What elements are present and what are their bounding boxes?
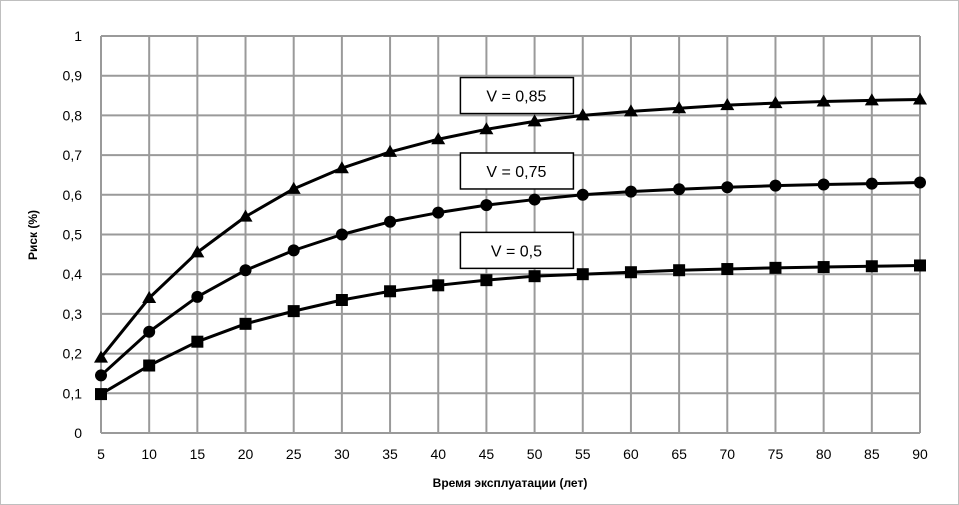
square-marker [624, 266, 637, 279]
x-tick-label: 10 [141, 446, 157, 462]
square-marker [914, 259, 926, 272]
y-tick-labels: 0 0,1 0,2 0,3 0,4 0,5 0,6 0,7 0,8 0,9 1 [63, 28, 83, 441]
triangle-marker [238, 209, 253, 222]
triangle-marker [479, 122, 494, 135]
circle-marker [914, 176, 926, 189]
x-axis-label: Время эксплуатации (лет) [433, 476, 588, 490]
circle-marker [673, 183, 686, 196]
square-marker [721, 263, 734, 276]
y-tick-label: 0,1 [63, 385, 83, 401]
square-marker [191, 335, 204, 348]
series-label: V = 0,5 [491, 243, 542, 260]
series-line [99, 98, 921, 359]
square-marker [576, 268, 589, 281]
circle-marker [576, 188, 589, 201]
triangle-marker [190, 245, 205, 258]
y-tick-label: 0,8 [63, 107, 83, 123]
square-marker [865, 260, 878, 273]
square-marker [239, 317, 252, 330]
triangle-marker [142, 291, 157, 304]
triangle-marker [623, 104, 638, 117]
circle-marker [95, 369, 107, 382]
triangle-marker [94, 350, 108, 363]
x-tick-label: 25 [286, 446, 302, 462]
circle-marker [480, 199, 493, 212]
square-marker [528, 270, 541, 283]
y-tick-label: 0,5 [63, 227, 83, 243]
x-tick-label: 70 [720, 446, 736, 462]
x-tick-label: 20 [238, 446, 254, 462]
y-tick-label: 1 [74, 28, 82, 44]
circle-marker [335, 228, 348, 241]
triangle-marker [431, 132, 446, 145]
circle-marker [865, 177, 878, 190]
circle-marker [769, 179, 782, 192]
triangle-marker [864, 93, 879, 106]
triangle-marker [913, 92, 927, 105]
y-tick-label: 0,6 [63, 187, 83, 203]
series-label: V = 0,75 [486, 164, 546, 181]
triangle-marker [768, 96, 783, 109]
x-tick-label: 80 [816, 446, 832, 462]
square-marker [673, 264, 686, 277]
series-labels: V = 0,85 V = 0,75 V = 0,5 [459, 76, 575, 270]
series-label-box [459, 231, 575, 270]
square-marker [143, 359, 156, 372]
square-marker [432, 279, 445, 292]
y-tick-label: 0,2 [63, 346, 83, 362]
circle-marker [721, 181, 734, 194]
square-marker [769, 261, 782, 274]
circle-marker [528, 193, 541, 206]
x-tick-label: 50 [527, 446, 543, 462]
triangle-marker [383, 144, 398, 157]
y-axis-label: Риск (%) [26, 210, 40, 260]
x-tick-label: 60 [623, 446, 639, 462]
x-tick-label: 65 [671, 446, 687, 462]
square-marker [384, 285, 397, 298]
circle-marker [287, 244, 300, 257]
y-tick-label: 0,7 [63, 147, 83, 163]
square-marker [335, 294, 348, 307]
series-label: V = 0,85 [486, 89, 546, 106]
series-line [99, 180, 921, 377]
x-tick-label: 40 [430, 446, 446, 462]
circle-marker [239, 264, 252, 277]
triangle-marker [527, 114, 542, 127]
x-tick-label: 85 [864, 446, 880, 462]
x-tick-labels: 5 10 15 20 25 30 35 40 45 50 55 60 65 70 75 80 85 90 [97, 446, 928, 462]
y-tick-label: 0 [74, 425, 82, 441]
x-tick-label: 15 [190, 446, 206, 462]
x-tick-label: 55 [575, 446, 591, 462]
circle-marker [624, 185, 637, 198]
triangle-marker [720, 98, 735, 111]
circle-marker [384, 215, 397, 228]
square-marker [480, 274, 493, 287]
triangle-marker [575, 108, 590, 121]
y-tick-label: 0,3 [63, 306, 83, 322]
x-tick-label: 5 [97, 446, 105, 462]
x-tick-label: 45 [479, 446, 495, 462]
square-marker [95, 388, 107, 401]
triangle-marker [816, 94, 831, 107]
circle-marker [432, 206, 445, 219]
triangle-marker [672, 101, 687, 114]
series-label-box [459, 152, 575, 190]
x-tick-label: 35 [382, 446, 398, 462]
series-line [100, 263, 921, 396]
circle-marker [191, 290, 204, 303]
x-tick-label: 75 [768, 446, 784, 462]
x-tick-label: 30 [334, 446, 350, 462]
series-label-box [459, 76, 575, 115]
triangle-marker [286, 181, 301, 194]
circle-marker [817, 178, 830, 191]
y-tick-label: 0,9 [63, 68, 83, 84]
series-group [94, 92, 927, 401]
y-tick-label: 0,4 [63, 266, 83, 282]
x-tick-label: 90 [912, 446, 928, 462]
square-marker [817, 261, 830, 274]
square-marker [287, 305, 300, 318]
triangle-marker [334, 161, 349, 174]
circle-marker [143, 325, 156, 338]
